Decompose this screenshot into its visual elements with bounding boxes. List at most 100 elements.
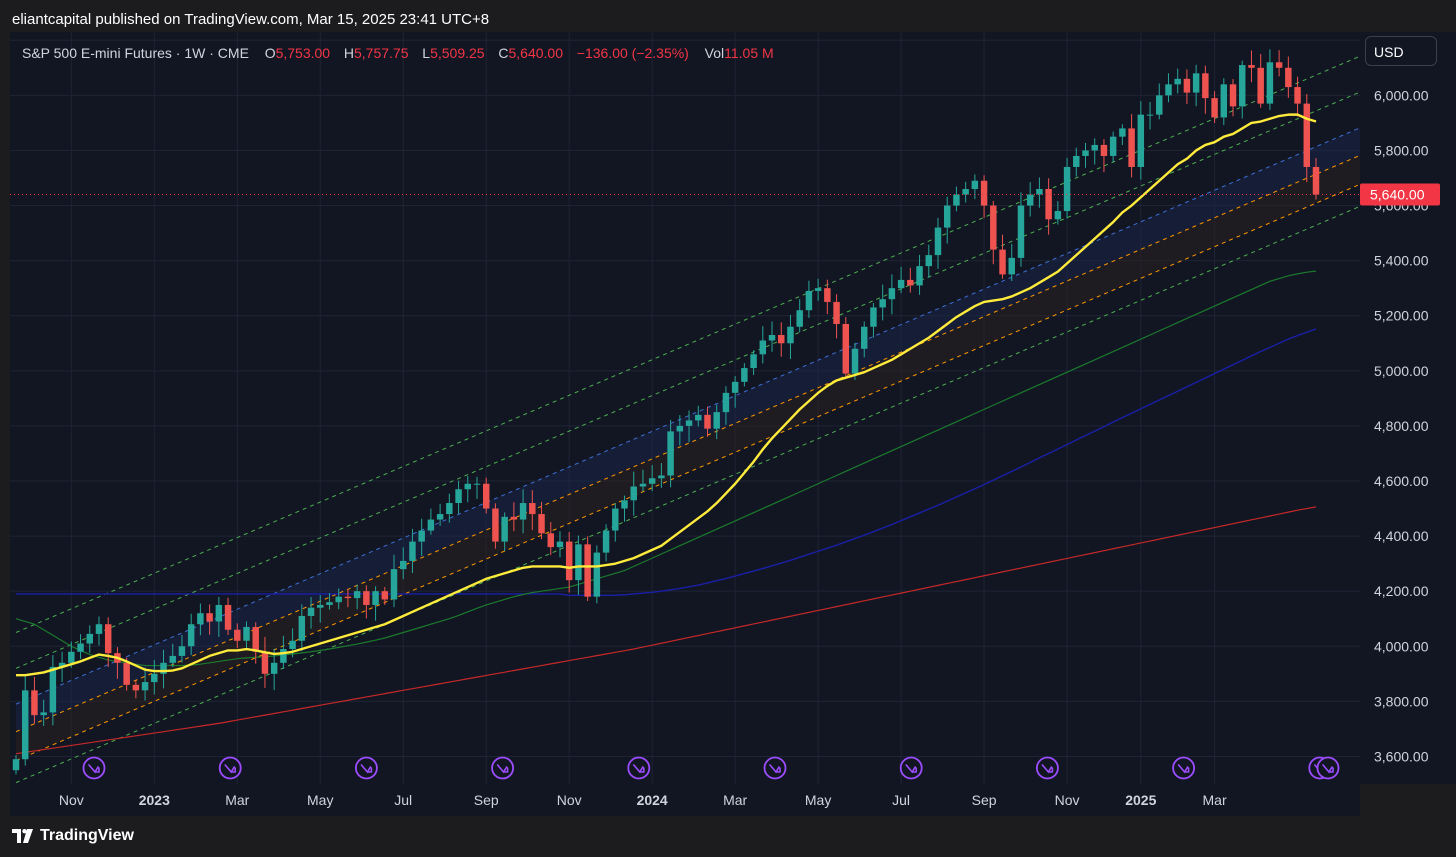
volume-label: Vol [704,45,725,61]
chart-plot-area[interactable] [10,32,1360,784]
candle [704,406,711,437]
tradingview-logo[interactable]: TradingView [12,826,134,846]
candle-body [870,307,877,327]
candle-body [556,541,564,548]
candle-body [353,591,361,599]
candle [695,405,702,427]
candle-body [1294,87,1301,104]
candle [510,502,518,532]
symbol-name[interactable]: S&P 500 E-mini Futures · 1W · CME [22,45,249,61]
event-marker-ring [899,756,923,780]
low-value: 5,509.25 [430,45,485,61]
tradingview-brand: TradingView [40,827,134,844]
candle [584,536,591,602]
candle-body [519,503,527,520]
candle [593,545,601,604]
candle [529,490,536,531]
currency-button[interactable]: USD [1365,36,1437,66]
candle [31,676,38,724]
candle-body [612,508,619,531]
candle-body [713,412,720,429]
candle-body [326,602,333,605]
ma-blue-line [16,328,1317,597]
candle-body [943,205,951,228]
candle [722,386,730,425]
ma-green-line [15,270,1317,667]
event-marker-ring [1316,756,1340,780]
candle-body [695,414,702,421]
candle [1285,56,1292,98]
candle [1183,69,1191,104]
channel-line-green [15,55,1360,633]
candle [1119,124,1126,145]
time-tick-label: Jul [394,792,412,808]
price-tick-label: 5,800.00 [1374,142,1429,158]
candle-body [879,299,886,308]
candle-body [1229,84,1237,107]
candle [197,603,204,636]
candle [814,278,822,301]
candle-body [1183,78,1191,93]
symbol-legend: S&P 500 E-mini Futures · 1W · CME O5,753… [22,45,774,61]
event-marker-arrow [1322,764,1334,774]
candle [731,376,739,408]
candle [492,503,499,549]
candle-body [307,607,315,616]
candle [805,280,813,318]
candle-body [58,662,66,667]
candle [759,326,767,364]
candle-body [593,552,601,597]
candle-body [68,651,75,663]
candle [1248,50,1255,83]
event-marker-icon [491,756,515,780]
candle-body [77,643,84,652]
candle [1082,143,1089,168]
candle [861,321,868,358]
price-axis[interactable]: 6,200.006,000.005,800.005,600.005,400.00… [1360,32,1456,784]
candle [1229,79,1237,117]
time-tick-label: Nov [59,792,84,808]
candle [1275,50,1283,77]
candle [824,279,831,315]
candle-body [805,290,813,311]
event-marker-arrow [1177,764,1190,774]
candle-body [1128,128,1135,167]
event-marker-icon [1172,756,1195,780]
candle [897,266,905,294]
event-marker-arrow [360,764,373,774]
volume-value: 11.05 M [724,45,774,61]
candle [1220,78,1228,126]
candle-body [446,503,453,515]
candle-body [842,323,850,374]
candle [298,604,306,652]
candle-body [759,340,767,355]
price-chart[interactable] [10,32,1360,784]
event-marker-icon [899,756,923,780]
time-tick-label: Mar [225,792,249,808]
candle [473,476,481,499]
candle-body [409,541,416,561]
candle [1202,65,1209,114]
event-marker-icon [354,756,378,780]
price-tick-label: 6,000.00 [1374,87,1429,103]
time-tick-label: 2024 [637,792,668,808]
time-tick-label: Sep [972,792,997,808]
candle-body [206,613,213,622]
candle [372,586,379,621]
candle-body [123,662,130,685]
candle-body [778,335,785,344]
candle [602,524,610,562]
time-axis[interactable]: Nov 2023 Mar May Jul Sep Nov 2024 Mar May Jul Sep No… [10,784,1360,816]
candle-body [962,189,969,195]
event-marker-icon [82,756,106,780]
candle [565,531,573,593]
candle [409,528,416,573]
candle-body [1156,95,1163,115]
candle-body [575,544,582,581]
footer-bar [0,816,1456,857]
event-marker-arrow [1041,764,1054,774]
candle-body [851,348,859,374]
candle-body [473,483,481,485]
candle-body [916,266,923,286]
candle-body [1017,205,1025,258]
